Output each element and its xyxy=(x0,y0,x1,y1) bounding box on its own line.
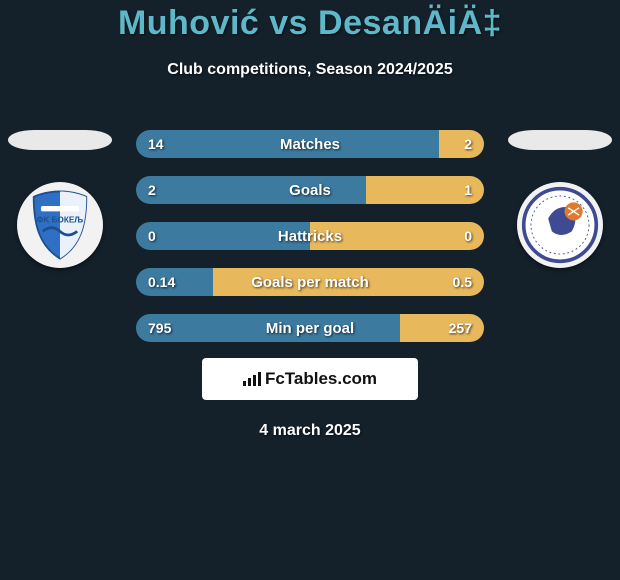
stat-value-left: 795 xyxy=(148,320,171,336)
left-flag xyxy=(8,130,112,150)
stat-bar-left xyxy=(136,176,366,204)
stat-value-left: 2 xyxy=(148,182,156,198)
stat-bar-right xyxy=(439,130,484,158)
shield-icon: ΦK БОКЕЉ xyxy=(21,186,99,264)
page-title: Muhović vs DesanÄiÄ‡ xyxy=(0,4,620,43)
stat-row: Hattricks00 xyxy=(136,222,484,250)
stat-row: Min per goal795257 xyxy=(136,314,484,342)
date: 4 march 2025 xyxy=(0,422,620,440)
stat-row: Goals21 xyxy=(136,176,484,204)
stat-value-left: 0.14 xyxy=(148,274,175,290)
stat-row: Matches142 xyxy=(136,130,484,158)
stat-value-right: 2 xyxy=(464,136,472,152)
stat-value-right: 0.5 xyxy=(453,274,472,290)
stat-row: Goals per match0.140.5 xyxy=(136,268,484,296)
stat-bar-right xyxy=(213,268,484,296)
stat-value-right: 257 xyxy=(449,320,472,336)
stat-bar-left xyxy=(136,314,400,342)
ball-icon xyxy=(521,186,599,264)
subtitle: Club competitions, Season 2024/2025 xyxy=(0,61,620,79)
stat-bar-left xyxy=(136,130,439,158)
right-flag xyxy=(508,130,612,150)
stat-value-right: 1 xyxy=(464,182,472,198)
right-player-column xyxy=(500,130,620,268)
bars-icon xyxy=(243,372,261,386)
stat-value-right: 0 xyxy=(464,228,472,244)
left-club-badge: ΦK БОКЕЉ xyxy=(17,182,103,268)
right-club-badge xyxy=(517,182,603,268)
stat-bars: Matches142Goals21Hattricks00Goals per ma… xyxy=(136,130,484,342)
comparison-chart: ΦK БОКЕЉ Matches142Goals21Hattricks00Goa… xyxy=(0,108,620,440)
logo-text: FcTables.com xyxy=(265,369,377,389)
left-player-column: ΦK БОКЕЉ xyxy=(0,130,120,268)
source-logo: FcTables.com xyxy=(243,369,377,389)
svg-text:ΦK БОКЕЉ: ΦK БОКЕЉ xyxy=(37,215,83,224)
stat-value-left: 0 xyxy=(148,228,156,244)
source-logo-box: FcTables.com xyxy=(202,358,418,400)
stat-bar-right xyxy=(310,222,484,250)
stat-value-left: 14 xyxy=(148,136,164,152)
stat-bar-left xyxy=(136,222,310,250)
